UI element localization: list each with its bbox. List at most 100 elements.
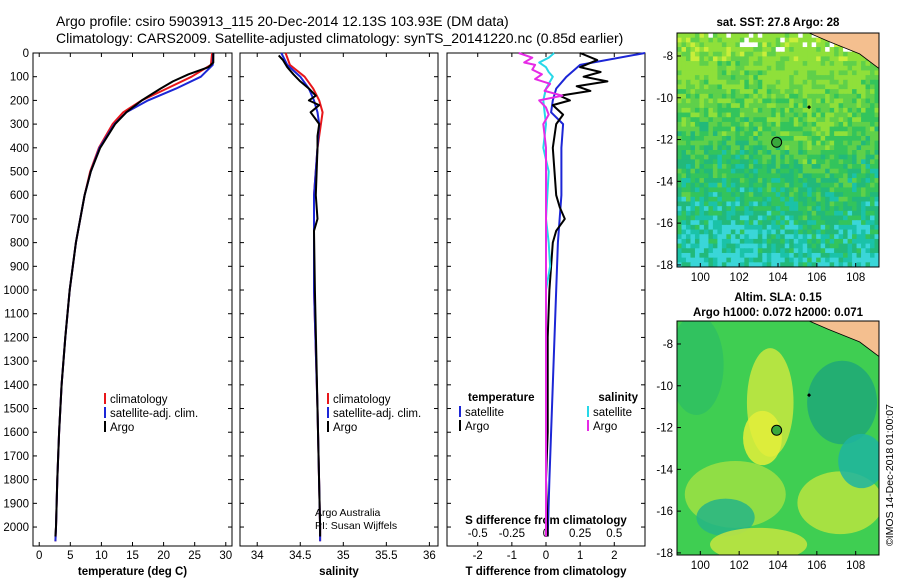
sst-map-cell bbox=[730, 37, 736, 43]
sst-map-cell bbox=[721, 168, 727, 174]
sst-map-cell bbox=[852, 89, 858, 95]
sst-map-cell bbox=[852, 145, 858, 151]
sst-map-cell bbox=[811, 84, 817, 90]
sst-map-cell bbox=[807, 93, 813, 100]
sst-map-cell bbox=[717, 243, 723, 249]
sst-map-cell bbox=[703, 150, 710, 156]
sst-map-cell bbox=[870, 192, 876, 198]
sst-map-cell bbox=[721, 252, 727, 259]
sst-map-cell bbox=[874, 112, 879, 118]
sst-map-cell bbox=[780, 154, 786, 160]
sst-map-cell bbox=[735, 84, 741, 90]
sst-map-cell bbox=[703, 196, 710, 203]
sst-map-cell bbox=[838, 126, 844, 132]
sst-map-cell bbox=[771, 126, 777, 132]
sst-map-cell bbox=[847, 252, 853, 259]
sst-map-cell bbox=[807, 98, 813, 104]
sst-map-cell bbox=[789, 42, 795, 48]
sst-map-cell bbox=[847, 201, 853, 207]
sst-map-cell bbox=[744, 75, 750, 81]
sst-map-cell bbox=[681, 262, 687, 267]
sst-map-cell bbox=[681, 121, 687, 128]
sst-map-cell bbox=[721, 238, 727, 245]
sst-map-cell bbox=[852, 182, 858, 189]
sla-map-ytick-label: -14 bbox=[656, 464, 673, 476]
sst-map-cell bbox=[771, 42, 777, 48]
sst-map-cell bbox=[780, 252, 786, 259]
sst-map-cell bbox=[753, 150, 759, 156]
sst-map-cell bbox=[753, 252, 759, 259]
sst-map-cell bbox=[793, 178, 799, 184]
sst-map-cell bbox=[784, 238, 790, 245]
sst-map-cell bbox=[735, 98, 741, 104]
sst-map-cell bbox=[825, 70, 831, 76]
sst-map-cell bbox=[843, 262, 849, 267]
sst-map-cell bbox=[694, 107, 701, 114]
sst-map-cell bbox=[757, 131, 763, 137]
sst-map-cell bbox=[843, 79, 849, 86]
sst-map-cell bbox=[870, 131, 876, 137]
sst-map-cell bbox=[825, 135, 831, 142]
sst-map-cell bbox=[681, 168, 687, 174]
sst-map-cell bbox=[825, 107, 831, 114]
sst-map-cell bbox=[766, 220, 772, 226]
sst-map-cell bbox=[708, 220, 714, 226]
sst-map-cell bbox=[703, 201, 710, 207]
sst-map-cell bbox=[690, 238, 696, 245]
sst-map-cell bbox=[843, 206, 849, 212]
sst-map-cell bbox=[802, 262, 808, 267]
sst-map-cell bbox=[726, 112, 732, 118]
sst-map-cell bbox=[811, 201, 817, 207]
sst-map-cell bbox=[744, 248, 750, 254]
sst-map-cell bbox=[852, 65, 858, 72]
difference-legend-t-sat-label: satellite bbox=[465, 407, 504, 419]
sst-map-cell bbox=[874, 224, 879, 231]
sst-map-cell bbox=[780, 164, 786, 170]
sst-map-cell bbox=[694, 112, 701, 118]
sst-map-cell bbox=[685, 47, 692, 53]
sst-map-cell bbox=[780, 238, 786, 245]
sst-map-cell bbox=[762, 168, 768, 174]
sst-map-cell bbox=[861, 210, 867, 217]
sst-map-cell bbox=[856, 220, 862, 226]
sst-map-cell bbox=[834, 150, 840, 156]
sst-map-cell bbox=[870, 140, 876, 146]
sst-map-cell bbox=[820, 206, 826, 212]
sst-map-cell bbox=[856, 150, 862, 156]
sst-map-cell bbox=[865, 192, 871, 198]
sst-map-cell bbox=[762, 182, 768, 189]
sst-map-cell bbox=[829, 98, 835, 104]
sst-map-cell bbox=[870, 159, 876, 165]
sst-map-cell bbox=[730, 196, 736, 203]
sst-map-cell bbox=[690, 234, 696, 240]
sst-map-cell bbox=[753, 103, 759, 109]
sst-map-cell bbox=[721, 220, 727, 226]
sst-map-cell bbox=[793, 173, 799, 179]
sst-map-cell bbox=[798, 262, 804, 267]
sst-map-cell bbox=[856, 178, 862, 184]
sst-map-cell bbox=[699, 220, 705, 226]
sst-map-cell bbox=[735, 252, 741, 259]
sst-map-cell bbox=[762, 164, 768, 170]
sst-map-cell bbox=[694, 154, 701, 160]
sst-map-cell bbox=[775, 75, 781, 81]
sst-map-cell bbox=[739, 252, 745, 259]
sst-map-cell bbox=[685, 79, 692, 86]
sst-map-cell bbox=[829, 61, 835, 67]
sst-map-cell bbox=[708, 154, 714, 160]
sst-map-cell bbox=[712, 121, 718, 128]
sst-map-cell bbox=[798, 229, 804, 235]
sst-map-cell bbox=[708, 215, 714, 221]
sst-map-cell bbox=[694, 70, 701, 76]
sst-map-cell bbox=[874, 248, 879, 254]
sst-map-cell bbox=[735, 201, 741, 207]
sst-map-cell bbox=[793, 220, 799, 226]
sst-map-cell bbox=[825, 47, 831, 53]
sst-map-cell bbox=[739, 56, 745, 62]
sst-map-cell bbox=[681, 89, 687, 95]
sst-map-cell bbox=[861, 61, 867, 67]
sst-map-cell bbox=[775, 126, 781, 132]
sst-map-cell bbox=[870, 224, 876, 231]
sst-map-cell bbox=[847, 168, 853, 174]
sst-map-cell bbox=[739, 150, 745, 156]
